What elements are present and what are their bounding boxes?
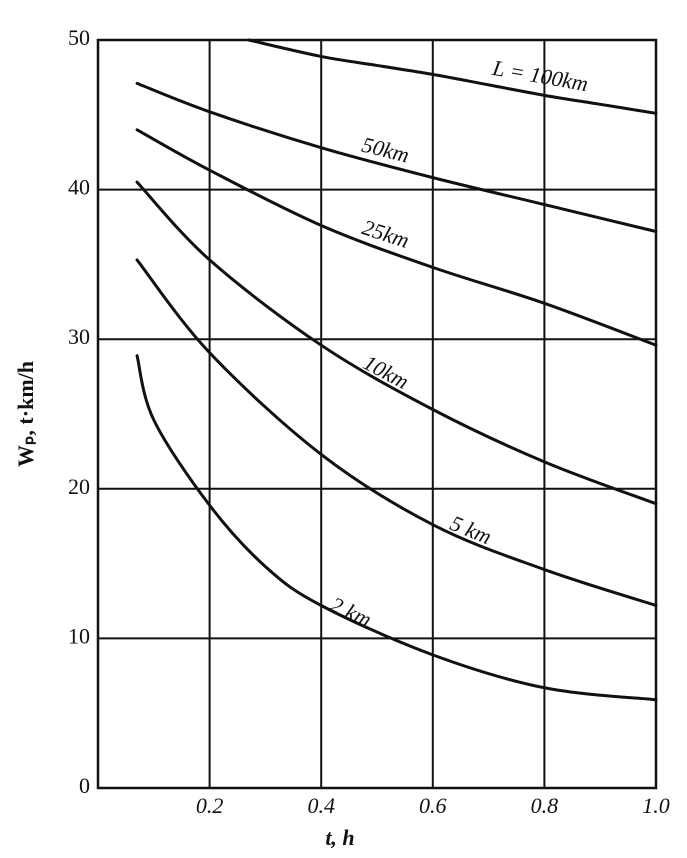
- series-label: 25km: [359, 214, 412, 253]
- line-series: [247, 38, 658, 115]
- x-tick-label: 0.8: [531, 793, 559, 818]
- series-label: L = 100km: [490, 55, 590, 97]
- line-series: [135, 354, 658, 702]
- x-axis-label: t, h: [325, 825, 354, 850]
- y-axis-label: Wₚ, t·km/h: [13, 361, 38, 467]
- series-label: 50km: [359, 132, 411, 168]
- x-tick-label: 1.0: [642, 793, 670, 818]
- y-tick-label: 20: [68, 474, 90, 499]
- line-series: [135, 180, 658, 506]
- y-tick-label: 50: [68, 25, 90, 50]
- series-label: 2 km: [327, 592, 376, 632]
- y-tick-label: 30: [68, 324, 90, 349]
- series-label: 10km: [359, 350, 413, 394]
- y-tick-label: 40: [68, 175, 90, 200]
- line-series: [135, 128, 658, 347]
- line-series: [135, 81, 658, 233]
- x-tick-label: 0.6: [419, 793, 447, 818]
- y-tick-label: 10: [68, 623, 90, 648]
- x-tick-label: 0.2: [196, 793, 224, 818]
- line-series: [135, 258, 658, 607]
- x-tick-label: 0.4: [307, 793, 335, 818]
- y-tick-label: 0: [79, 773, 90, 798]
